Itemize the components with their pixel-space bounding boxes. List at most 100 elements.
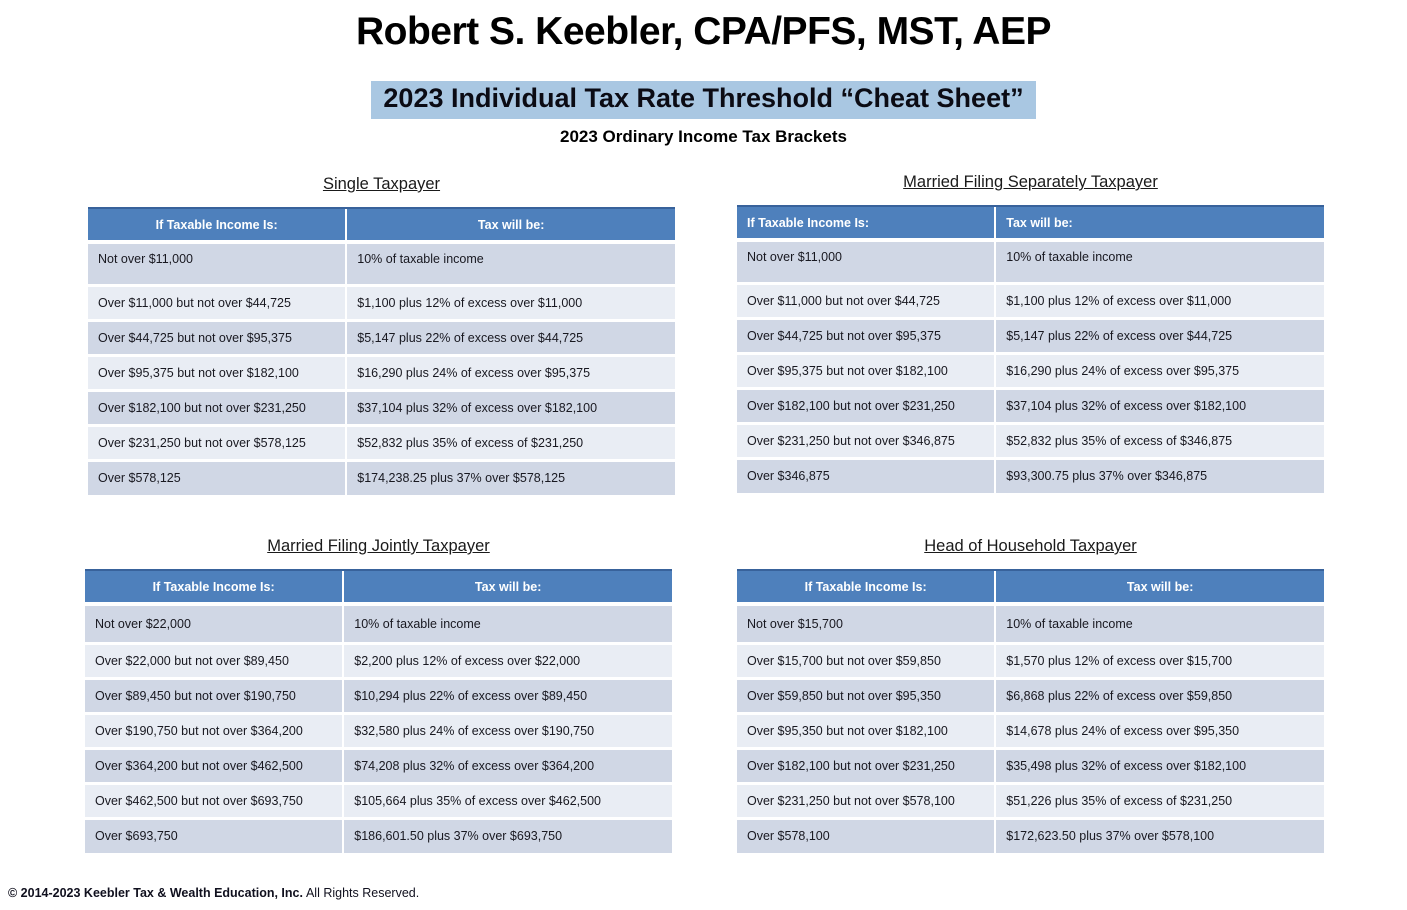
table-row: Over $89,450 but not over $190,750 $10,29… [85, 676, 672, 713]
married-filing-separately-section: Married Filing Separately Taxpayer If Ta… [737, 173, 1324, 493]
table-row: Over $231,250 but not over $346,875 $52,8… [737, 421, 1324, 458]
income-cell: Over $11,000 but not over $44,725 [88, 283, 347, 320]
tax-cell: $186,601.50 plus 37% over $693,750 [342, 816, 672, 853]
income-cell: Over $578,100 [737, 816, 996, 853]
table-row: Over $22,000 but not over $89,450 $2,200 … [85, 641, 672, 678]
column-header-tax: Tax will be: [994, 569, 1324, 606]
single-taxpayer-title: Single Taxpayer [322, 175, 441, 193]
tax-cell: $35,498 plus 32% of excess over $182,100 [994, 746, 1324, 783]
table-row: Over $11,000 but not over $44,725 $1,100 … [737, 281, 1324, 318]
single-taxpayer-table: If Taxable Income Is: Tax will be: Not o… [88, 207, 675, 495]
table-row: Not over $22,000 10% of taxable income [85, 604, 672, 643]
tax-cell: $32,580 plus 24% of excess over $190,750 [342, 711, 672, 748]
income-cell: Not over $22,000 [85, 604, 344, 643]
subtitle-container: 2023 Individual Tax Rate Threshold “Chea… [0, 81, 1407, 119]
income-cell: Over $364,200 but not over $462,500 [85, 746, 344, 783]
tax-cell: $2,200 plus 12% of excess over $22,000 [342, 641, 672, 678]
income-cell: Over $231,250 but not over $346,875 [737, 421, 996, 458]
tax-cell: $105,664 plus 35% of excess over $462,50… [342, 781, 672, 818]
tax-cell: $37,104 plus 32% of excess over $182,100 [345, 388, 675, 425]
tax-cell: $6,868 plus 22% of excess over $59,850 [994, 676, 1324, 713]
tax-cell: $51,226 plus 35% of excess of $231,250 [994, 781, 1324, 818]
tax-cell: $5,147 plus 22% of excess over $44,725 [345, 318, 675, 355]
table-row: Over $578,100 $172,623.50 plus 37% over $… [737, 816, 1324, 853]
column-header-taxable-income: If Taxable Income Is: [737, 569, 996, 606]
column-header-taxable-income: If Taxable Income Is: [737, 205, 996, 242]
table-row: Over $346,875 $93,300.75 plus 37% over $3… [737, 456, 1324, 493]
footer-copyright: © 2014-2023 Keebler Tax & Wealth Educati… [8, 886, 419, 900]
tax-cell: $74,208 plus 32% of excess over $364,200 [342, 746, 672, 783]
income-cell: Over $182,100 but not over $231,250 [88, 388, 347, 425]
column-header-tax: Tax will be: [342, 569, 672, 606]
tax-cell: $93,300.75 plus 37% over $346,875 [994, 456, 1324, 493]
tax-cell: $14,678 plus 24% of excess over $95,350 [994, 711, 1324, 748]
table-row: Over $364,200 but not over $462,500 $74,2… [85, 746, 672, 783]
married-filing-separately-title: Married Filing Separately Taxpayer [903, 173, 1158, 191]
income-cell: Over $182,100 but not over $231,250 [737, 386, 996, 423]
tax-cell: $16,290 plus 24% of excess over $95,375 [994, 351, 1324, 388]
income-cell: Over $693,750 [85, 816, 344, 853]
married-filing-jointly-section: Married Filing Jointly Taxpayer If Taxab… [85, 537, 672, 853]
income-cell: Over $15,700 but not over $59,850 [737, 641, 996, 678]
tax-cell: $1,100 plus 12% of excess over $11,000 [994, 281, 1324, 318]
table-row: Over $190,750 but not over $364,200 $32,5… [85, 711, 672, 748]
table-row: Not over $11,000 10% of taxable income [737, 240, 1324, 283]
tax-cell: $52,832 plus 35% of excess of $231,250 [345, 423, 675, 460]
table-row: Over $59,850 but not over $95,350 $6,868 … [737, 676, 1324, 713]
table-row: Over $693,750 $186,601.50 plus 37% over $… [85, 816, 672, 853]
table-row: Over $95,375 but not over $182,100 $16,29… [737, 351, 1324, 388]
tax-cell: 10% of taxable income [342, 604, 672, 643]
head-of-household-table: If Taxable Income Is: Tax will be: Not o… [737, 569, 1324, 853]
table-header-row: If Taxable Income Is: Tax will be: [737, 205, 1324, 242]
income-cell: Over $59,850 but not over $95,350 [737, 676, 996, 713]
table-row: Over $44,725 but not over $95,375 $5,147 … [88, 318, 675, 355]
tax-cell: 10% of taxable income [345, 242, 675, 285]
table-row: Over $182,100 but not over $231,250 $37,1… [737, 386, 1324, 423]
footer-copyright-company: © 2014-2023 Keebler Tax & Wealth Educati… [8, 886, 303, 900]
tax-cell: 10% of taxable income [994, 240, 1324, 283]
tax-cell: $10,294 plus 22% of excess over $89,450 [342, 676, 672, 713]
table-row: Not over $11,000 10% of taxable income [88, 242, 675, 285]
income-cell: Over $346,875 [737, 456, 996, 493]
tax-cell: $16,290 plus 24% of excess over $95,375 [345, 353, 675, 390]
married-filing-separately-table: If Taxable Income Is: Tax will be: Not o… [737, 205, 1324, 493]
page-title: Robert S. Keebler, CPA/PFS, MST, AEP [356, 10, 1052, 53]
income-cell: Over $95,375 but not over $182,100 [88, 353, 347, 390]
subtitle-highlighted: 2023 Individual Tax Rate Threshold “Chea… [371, 81, 1036, 119]
column-header-taxable-income: If Taxable Income Is: [85, 569, 344, 606]
income-cell: Over $89,450 but not over $190,750 [85, 676, 344, 713]
tax-cell: $1,570 plus 12% of excess over $15,700 [994, 641, 1324, 678]
table-row: Over $182,100 but not over $231,250 $35,4… [737, 746, 1324, 783]
section-heading: 2023 Ordinary Income Tax Brackets [560, 127, 847, 146]
column-header-taxable-income: If Taxable Income Is: [88, 207, 347, 244]
income-cell: Over $44,725 but not over $95,375 [737, 316, 996, 353]
income-cell: Over $231,250 but not over $578,125 [88, 423, 347, 460]
income-cell: Over $95,350 but not over $182,100 [737, 711, 996, 748]
income-cell: Not over $11,000 [737, 240, 996, 283]
table-header-row: If Taxable Income Is: Tax will be: [85, 569, 672, 606]
table-row: Over $462,500 but not over $693,750 $105,… [85, 781, 672, 818]
column-header-tax: Tax will be: [345, 207, 675, 244]
table-header-row: If Taxable Income Is: Tax will be: [737, 569, 1324, 606]
income-cell: Over $231,250 but not over $578,100 [737, 781, 996, 818]
head-of-household-section: Head of Household Taxpayer If Taxable In… [737, 537, 1324, 853]
table-row: Over $182,100 but not over $231,250 $37,1… [88, 388, 675, 425]
income-cell: Not over $11,000 [88, 242, 347, 285]
table-row: Over $11,000 but not over $44,725 $1,100 … [88, 283, 675, 320]
table-row: Over $44,725 but not over $95,375 $5,147 … [737, 316, 1324, 353]
income-cell: Over $190,750 but not over $364,200 [85, 711, 344, 748]
footer-rights-reserved: All Rights Reserved. [305, 886, 420, 900]
tax-cell: $174,238.25 plus 37% over $578,125 [345, 458, 675, 495]
tax-cell: 10% of taxable income [994, 604, 1324, 643]
income-cell: Over $11,000 but not over $44,725 [737, 281, 996, 318]
table-header-row: If Taxable Income Is: Tax will be: [88, 207, 675, 244]
married-filing-jointly-title: Married Filing Jointly Taxpayer [267, 537, 490, 555]
married-filing-jointly-table: If Taxable Income Is: Tax will be: Not o… [85, 569, 672, 853]
income-cell: Not over $15,700 [737, 604, 996, 643]
head-of-household-title: Head of Household Taxpayer [924, 537, 1137, 555]
table-row: Over $578,125 $174,238.25 plus 37% over $… [88, 458, 675, 495]
income-cell: Over $44,725 but not over $95,375 [88, 318, 347, 355]
table-row: Over $95,350 but not over $182,100 $14,67… [737, 711, 1324, 748]
tax-cell: $5,147 plus 22% of excess over $44,725 [994, 316, 1324, 353]
income-cell: Over $95,375 but not over $182,100 [737, 351, 996, 388]
